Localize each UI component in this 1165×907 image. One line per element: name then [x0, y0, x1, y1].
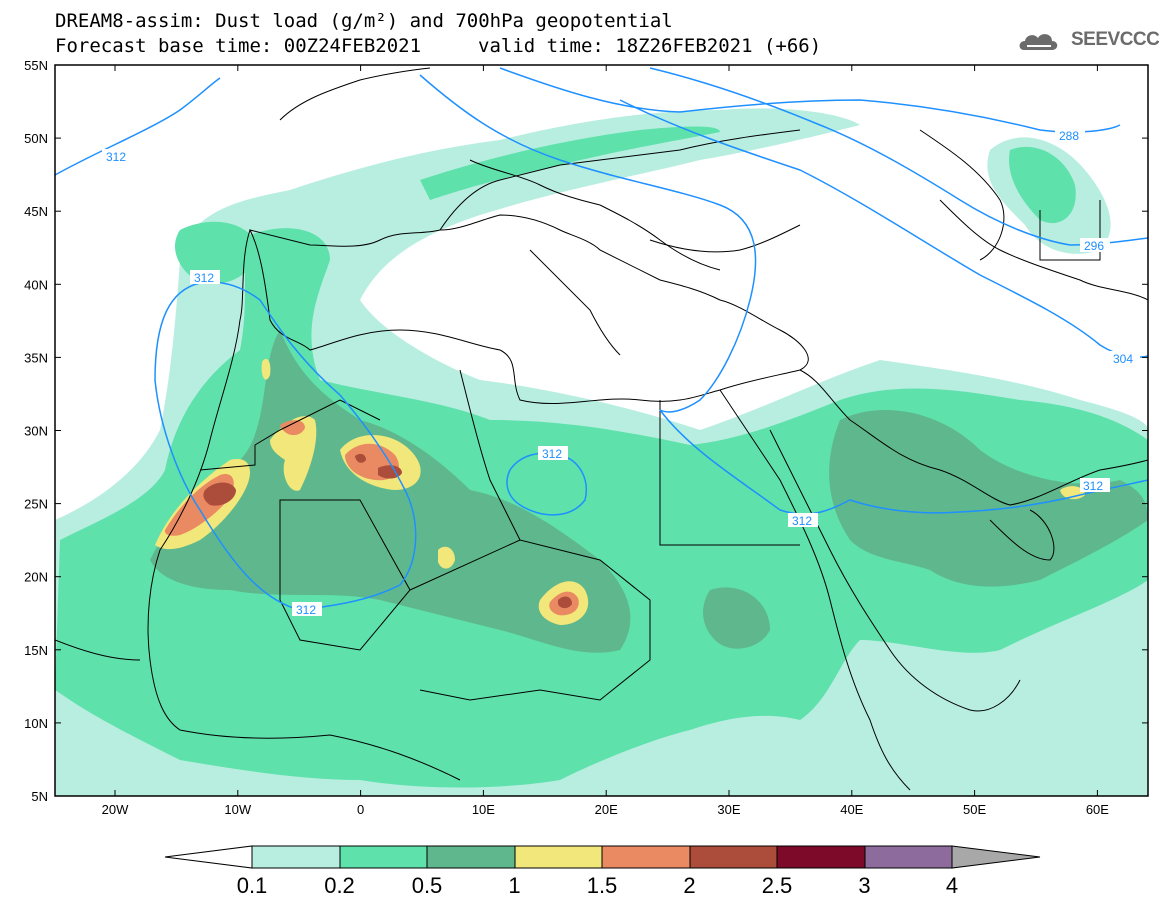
lon-label: 20W	[102, 802, 129, 817]
lon-label: 40E	[840, 802, 863, 817]
colorbar-label: 2	[683, 873, 695, 898]
contour-304	[619, 99, 1148, 358]
colorbar-label: 4	[946, 873, 958, 898]
colorbar-bin	[426, 845, 516, 869]
lon-label: 30E	[717, 802, 740, 817]
contour-label: 312	[194, 271, 214, 285]
colorbar-label: 1.5	[587, 873, 618, 898]
dust-area-2	[203, 482, 236, 506]
dust-area-0.5	[829, 410, 1148, 587]
contour-312-a	[55, 77, 221, 176]
colorbar-bin	[514, 845, 603, 869]
contour-label: 312	[106, 150, 126, 164]
lon-label: 20E	[595, 802, 618, 817]
longitude-axis: 20W 10W 0 10E 20E 30E 40E 50E 60E	[102, 65, 1109, 817]
dust-area-2	[355, 453, 366, 463]
colorbar-label: 3	[858, 873, 870, 898]
contour-labels: 312 312 312 312 312 312 288 296 304	[102, 128, 1140, 617]
contour-label: 312	[792, 514, 812, 528]
colorbar-label: 0.1	[237, 873, 268, 898]
valid-time: valid time: 18Z26FEB2021 (+66)	[478, 35, 822, 57]
dust-area-1	[270, 416, 317, 491]
lat-label: 15N	[24, 643, 48, 658]
dust-area-2	[378, 465, 402, 479]
contour-label: 312	[296, 603, 316, 617]
colorbar-label: 2.5	[762, 873, 793, 898]
colorbar-bin	[689, 845, 778, 869]
dust-area-1	[261, 358, 271, 380]
colorbar-bin	[864, 845, 953, 869]
lon-label: 10E	[472, 802, 495, 817]
lat-label: 55N	[24, 58, 48, 73]
colorbar-under-arrow	[164, 845, 253, 869]
colorbar-label: 0.5	[412, 873, 443, 898]
dust-area-0.2	[55, 228, 1148, 788]
colorbar-bin	[601, 845, 691, 869]
latitude-axis: 55N 50N 45N 40N 35N 30N 25N 20N 15N 10N 5N	[24, 58, 1148, 804]
map-title: DREAM8-assim: Dust load (g/m²) and 700hP…	[55, 10, 673, 32]
base-time: Forecast base time: 00Z24FEB2021	[55, 35, 422, 57]
lon-label: 0	[357, 802, 364, 817]
colorbar-label: 1	[508, 873, 520, 898]
geopotential-contours	[55, 67, 1148, 611]
colorbar-over-arrow	[951, 845, 1041, 869]
dust-area-0.2	[175, 221, 260, 284]
dust-area-0.2	[1009, 146, 1076, 224]
contour-312-e	[419, 74, 757, 413]
dust-area-0.5	[150, 330, 631, 653]
lat-label: 40N	[24, 277, 48, 292]
logo-text: SEEVCCC	[1071, 29, 1160, 50]
lat-label: 30N	[24, 424, 48, 439]
lat-label: 20N	[24, 570, 48, 585]
coastlines	[55, 67, 1148, 791]
contour-288	[499, 67, 1121, 133]
contour-label: 312	[1083, 479, 1103, 493]
contour-312-b	[154, 281, 417, 611]
lat-label: 35N	[24, 350, 48, 365]
contour-296	[649, 67, 1148, 246]
colorbar: 0.1 0.2 0.5 1 1.5 2 2.5 3 4	[164, 845, 1041, 898]
colorbar-label: 0.2	[324, 873, 355, 898]
contour-label: 312	[542, 447, 562, 461]
contour-label: 304	[1113, 352, 1133, 366]
dust-area-2	[558, 596, 572, 609]
contour-label: 288	[1059, 129, 1079, 143]
lat-label: 45N	[24, 204, 48, 219]
dust-area-1.5	[280, 420, 305, 436]
dust-area-0.5	[703, 587, 770, 649]
lat-label: 25N	[24, 497, 48, 512]
contour-312-d	[659, 409, 1148, 515]
lon-label: 10W	[224, 802, 251, 817]
lat-label: 10N	[24, 716, 48, 731]
dust-field	[55, 108, 1148, 796]
colorbar-bin	[339, 845, 428, 869]
colorbar-bin	[251, 845, 341, 869]
dust-area-1	[438, 546, 455, 569]
contour-label: 296	[1084, 239, 1104, 253]
lat-label: 50N	[24, 131, 48, 146]
lon-label: 50E	[963, 802, 986, 817]
dust-area-0.2	[420, 126, 720, 200]
lon-label: 60E	[1086, 802, 1109, 817]
lat-label: 5N	[31, 789, 48, 804]
colorbar-bin	[776, 845, 866, 869]
cloud-logo-icon	[1019, 34, 1058, 50]
